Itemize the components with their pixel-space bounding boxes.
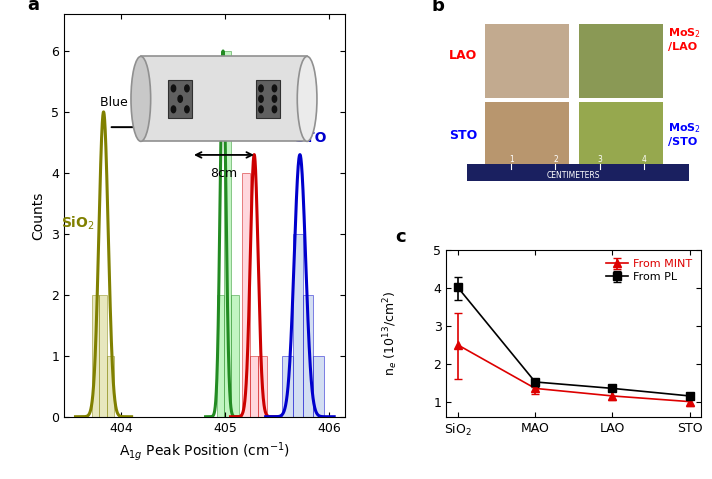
Text: CENTIMETERS: CENTIMETERS bbox=[547, 171, 600, 180]
Text: 4: 4 bbox=[642, 155, 646, 164]
Bar bbox=[485, 103, 569, 176]
Text: b: b bbox=[431, 0, 444, 15]
Legend: From MINT, From PL: From MINT, From PL bbox=[602, 256, 696, 285]
Text: Blue Shift: Blue Shift bbox=[100, 96, 161, 109]
Text: SiO$_2$: SiO$_2$ bbox=[61, 215, 95, 232]
Bar bbox=[92, 295, 100, 417]
Text: 2: 2 bbox=[553, 155, 557, 164]
Text: LAO: LAO bbox=[246, 101, 277, 115]
Text: STO: STO bbox=[295, 131, 326, 146]
Bar bbox=[467, 164, 689, 181]
Bar bbox=[216, 295, 224, 417]
Bar bbox=[224, 51, 231, 417]
Bar bbox=[258, 356, 267, 417]
Text: MoS$_2$
/STO: MoS$_2$ /STO bbox=[668, 121, 701, 147]
Y-axis label: Counts: Counts bbox=[31, 192, 46, 240]
X-axis label: A$_{1g}$ Peak Position (cm$^{-1}$): A$_{1g}$ Peak Position (cm$^{-1}$) bbox=[119, 440, 290, 463]
Bar bbox=[107, 356, 114, 417]
Text: STO: STO bbox=[449, 129, 477, 142]
Bar bbox=[250, 356, 258, 417]
Text: a: a bbox=[28, 0, 40, 14]
Bar bbox=[313, 356, 324, 417]
Bar bbox=[303, 295, 313, 417]
Text: MoS$_2$
/LAO: MoS$_2$ /LAO bbox=[668, 27, 701, 52]
Bar bbox=[100, 295, 107, 417]
Bar bbox=[579, 103, 663, 176]
Bar bbox=[579, 24, 663, 98]
Bar bbox=[231, 295, 239, 417]
Bar bbox=[242, 173, 250, 417]
Bar bbox=[282, 356, 293, 417]
Bar bbox=[293, 234, 303, 417]
Bar bbox=[485, 24, 569, 98]
Text: MAO: MAO bbox=[178, 113, 214, 127]
Text: 1: 1 bbox=[508, 155, 513, 164]
Text: c: c bbox=[395, 228, 406, 246]
Text: 3: 3 bbox=[597, 155, 602, 164]
Text: LAO: LAO bbox=[449, 49, 477, 62]
Y-axis label: n$_e$ (10$^{13}$/cm$^2$): n$_e$ (10$^{13}$/cm$^2$) bbox=[382, 291, 400, 376]
